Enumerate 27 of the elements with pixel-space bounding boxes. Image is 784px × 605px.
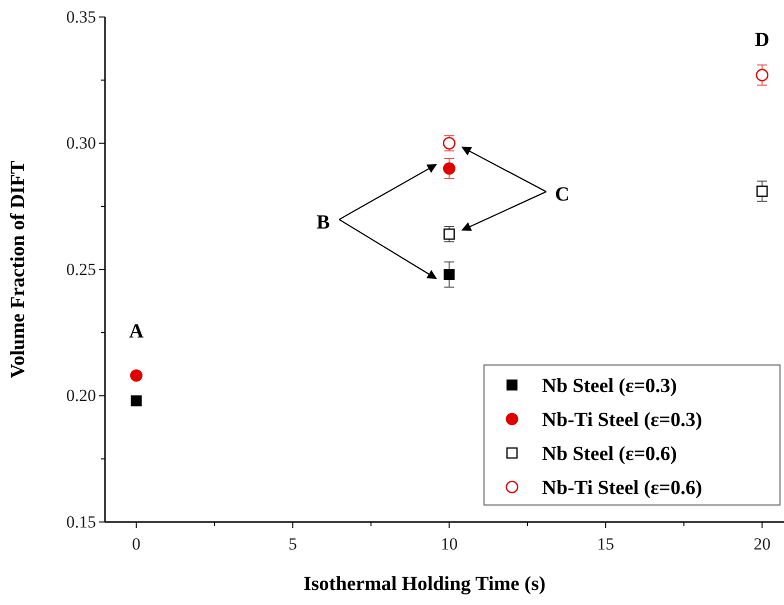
y-axis-title: Volume Fraction of DIFT [7,160,29,378]
y-tick-label: 0.20 [66,386,96,406]
annotation: C [554,184,570,206]
x-tick-label: 15 [597,534,614,554]
y-tick-label: 0.15 [66,512,96,532]
y-tick-label: 0.30 [66,134,96,153]
legend-label: Nb-Ti Steel (ε=0.6) [542,477,702,499]
x-tick-label: 5 [288,534,297,554]
legend-label: Nb-Ti Steel (ε=0.3) [542,409,702,431]
annotation: D [754,29,770,52]
legend-label: Nb Steel (ε=0.6) [542,443,677,465]
y-tick-label: 0.35 [66,7,96,26]
legend-label: Nb Steel (ε=0.3) [542,375,677,397]
point [756,68,768,82]
annotation: A [129,320,144,343]
x-axis-title: Isothermal Holding Time (s) [303,573,546,595]
point [444,269,455,280]
point [130,395,142,406]
x-tick-label: 10 [440,534,458,554]
x-tick-label: 20 [754,534,771,554]
point [130,369,142,382]
point [756,186,768,197]
point [443,162,456,175]
point [444,228,455,240]
x-tick-label: 0 [132,534,141,554]
y-tick-label: 0.25 [66,260,96,279]
annotation: B [316,212,330,234]
